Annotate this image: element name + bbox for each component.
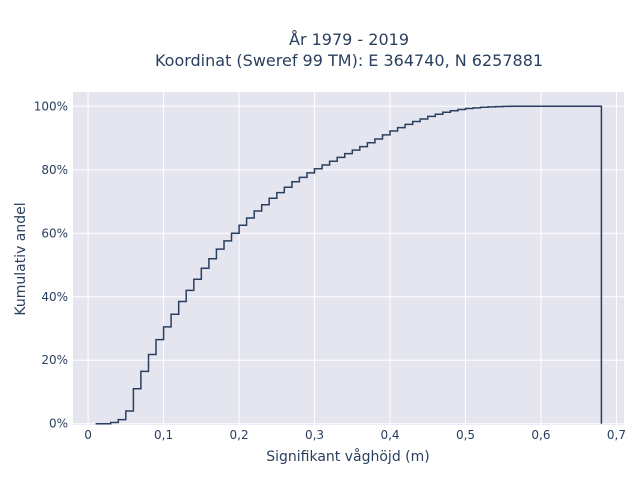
y-axis-title: Kumulativ andel [13,202,29,315]
y-tick-label: 80% [41,163,68,177]
chart-title-line-2: Koordinat (Sweref 99 TM): E 364740, N 62… [155,51,543,70]
y-tick-label: 40% [41,290,68,304]
series-layer [95,105,603,425]
y-tick-label: 20% [41,353,68,367]
y-axis-ticks: 0% 20% 40% 60% 80% 100% [34,99,68,430]
x-axis-title: Signifikant våghöjd (m) [266,448,429,465]
x-tick-label: 0,6 [531,428,550,442]
grid-layer [73,92,624,425]
y-tick-label: 60% [41,226,68,240]
x-tick-label: 0,3 [305,428,324,442]
x-tick-label: 0 [84,428,92,442]
x-tick-label: 0,7 [607,428,626,442]
x-tick-label: 0,4 [380,428,399,442]
cdf-step-line [95,105,603,425]
plot-area [73,92,624,425]
x-tick-label: 0,2 [230,428,249,442]
x-tick-label: 0,1 [154,428,173,442]
y-tick-label: 0% [49,417,68,431]
y-tick-label: 100% [34,99,68,113]
x-tick-label: 0,5 [456,428,475,442]
x-axis-ticks: 0 0,1 0,2 0,3 0,4 0,5 0,6 0,7 [84,428,626,442]
chart-title-line-1: År 1979 - 2019 [289,30,409,49]
